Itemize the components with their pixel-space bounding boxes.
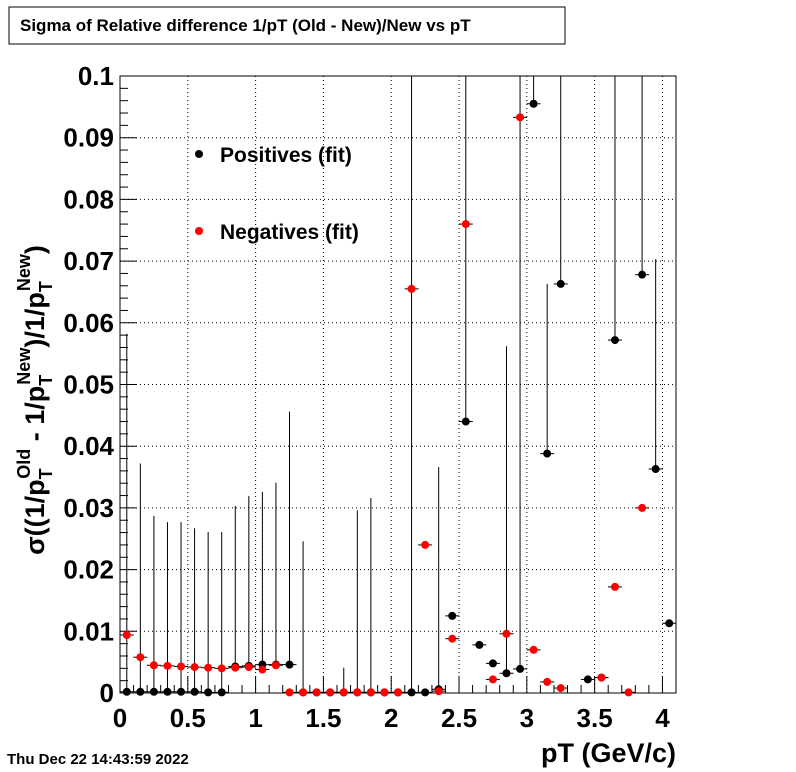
x-tick-label: 3.5: [577, 703, 613, 733]
y-tick-label: 0.02: [63, 555, 114, 585]
data-point-positives: [421, 688, 430, 697]
data-point-positives: [583, 675, 592, 684]
x-tick-label: 0.5: [170, 703, 206, 733]
data-point-negatives: [258, 665, 267, 674]
y-tick-label: 0.05: [63, 370, 114, 400]
data-point-negatives: [624, 688, 633, 697]
data-point-positives: [475, 640, 484, 649]
data-point-negatives: [204, 663, 213, 672]
data-point-positives: [122, 687, 131, 696]
data-point-positives: [488, 659, 497, 668]
x-tick-label: 2.5: [441, 703, 477, 733]
data-point-positives: [163, 687, 172, 696]
data-point-negatives: [326, 688, 335, 697]
data-point-positives: [407, 688, 416, 697]
data-point-negatives: [299, 688, 308, 697]
data-markers: [122, 99, 674, 697]
y-tick-labels: 0 0.01 0.02 0.03 0.04 0.05 0.06 0.07 0.08 0.09 0.1: [63, 61, 114, 708]
data-point-positives: [149, 687, 158, 696]
data-point-negatives: [190, 663, 199, 672]
data-point-positives: [651, 465, 660, 474]
data-point-negatives: [353, 688, 362, 697]
data-point-negatives: [502, 629, 511, 638]
data-point-negatives: [461, 220, 470, 229]
data-point-positives: [177, 687, 186, 696]
data-point-positives: [204, 688, 213, 697]
y-tick-label: 0.06: [63, 308, 114, 338]
y-tick-label: 0.04: [63, 431, 114, 461]
y-tick-label: 0.07: [63, 246, 114, 276]
y-tick-label: 0.09: [63, 123, 114, 153]
data-point-negatives: [638, 503, 647, 512]
data-point-negatives: [529, 645, 538, 654]
data-point-negatives: [407, 284, 416, 293]
legend-label-negatives: Negatives (fit): [220, 221, 359, 244]
data-point-negatives: [380, 688, 389, 697]
data-point-negatives: [285, 688, 294, 697]
data-point-negatives: [149, 661, 158, 670]
y-tick-label: 0: [100, 678, 114, 708]
data-point-positives: [665, 619, 674, 628]
data-point-positives: [638, 270, 647, 279]
data-point-negatives: [516, 113, 525, 122]
data-point-positives: [461, 417, 470, 426]
data-point-negatives: [394, 688, 402, 697]
data-point-positives: [610, 336, 619, 345]
data-point-negatives: [597, 673, 606, 682]
chart-title: Sigma of Relative difference 1/pT (Old -…: [20, 16, 471, 35]
y-tick-label: 0.01: [63, 616, 114, 646]
data-point-positives: [543, 449, 552, 458]
data-point-negatives: [556, 684, 565, 693]
grid: [120, 76, 676, 693]
x-tick-label: 3: [520, 703, 534, 733]
data-point-positives: [529, 99, 538, 108]
data-point-negatives: [488, 675, 497, 684]
data-point-positives: [285, 660, 294, 669]
y-tick-label: 0.08: [63, 184, 114, 214]
x-tick-labels: 0 0.5 1 1.5 2 2.5 3 3.5 4: [113, 703, 670, 733]
x-tick-label: 1.5: [305, 703, 341, 733]
data-point-negatives: [366, 688, 375, 697]
data-point-negatives: [312, 688, 321, 697]
timestamp: Thu Dec 22 14:43:59 2022: [7, 751, 189, 768]
data-point-positives: [502, 669, 511, 678]
data-point-positives: [136, 687, 145, 696]
y-axis-label: σ((1/pTOld - 1/pTNew)/1/pTNew): [14, 245, 56, 555]
data-point-negatives: [122, 631, 131, 640]
data-point-negatives: [163, 661, 172, 670]
data-point-positives: [190, 687, 199, 696]
data-point-negatives: [448, 634, 457, 643]
legend: Positives (fit) Negatives (fit): [195, 144, 359, 244]
x-tick-label: 1: [248, 703, 262, 733]
y-tick-label: 0.1: [78, 61, 114, 91]
data-point-negatives: [421, 540, 430, 549]
data-point-negatives: [339, 688, 348, 697]
data-point-negatives: [434, 687, 443, 696]
data-point-negatives: [271, 661, 280, 670]
data-point-positives: [448, 611, 457, 620]
data-point-negatives: [244, 663, 253, 672]
legend-marker-positives: [195, 150, 203, 158]
x-tick-label: 4: [655, 703, 670, 733]
data-point-negatives: [136, 653, 145, 662]
data-point-positives: [217, 688, 226, 697]
data-point-negatives: [610, 582, 619, 591]
title-box: [8, 6, 566, 45]
data-point-negatives: [543, 677, 552, 686]
data-point-positives: [516, 664, 525, 673]
data-point-negatives: [217, 664, 226, 673]
legend-label-positives: Positives (fit): [220, 144, 352, 167]
data-point-positives: [556, 279, 565, 288]
x-tick-label: 2: [384, 703, 398, 733]
x-tick-label: 0: [113, 703, 127, 733]
data-point-negatives: [231, 663, 240, 672]
x-axis-label: pT (GeV/c): [541, 738, 676, 768]
data-point-negatives: [177, 662, 186, 671]
legend-marker-negatives: [195, 227, 203, 235]
y-tick-label: 0.03: [63, 493, 114, 523]
